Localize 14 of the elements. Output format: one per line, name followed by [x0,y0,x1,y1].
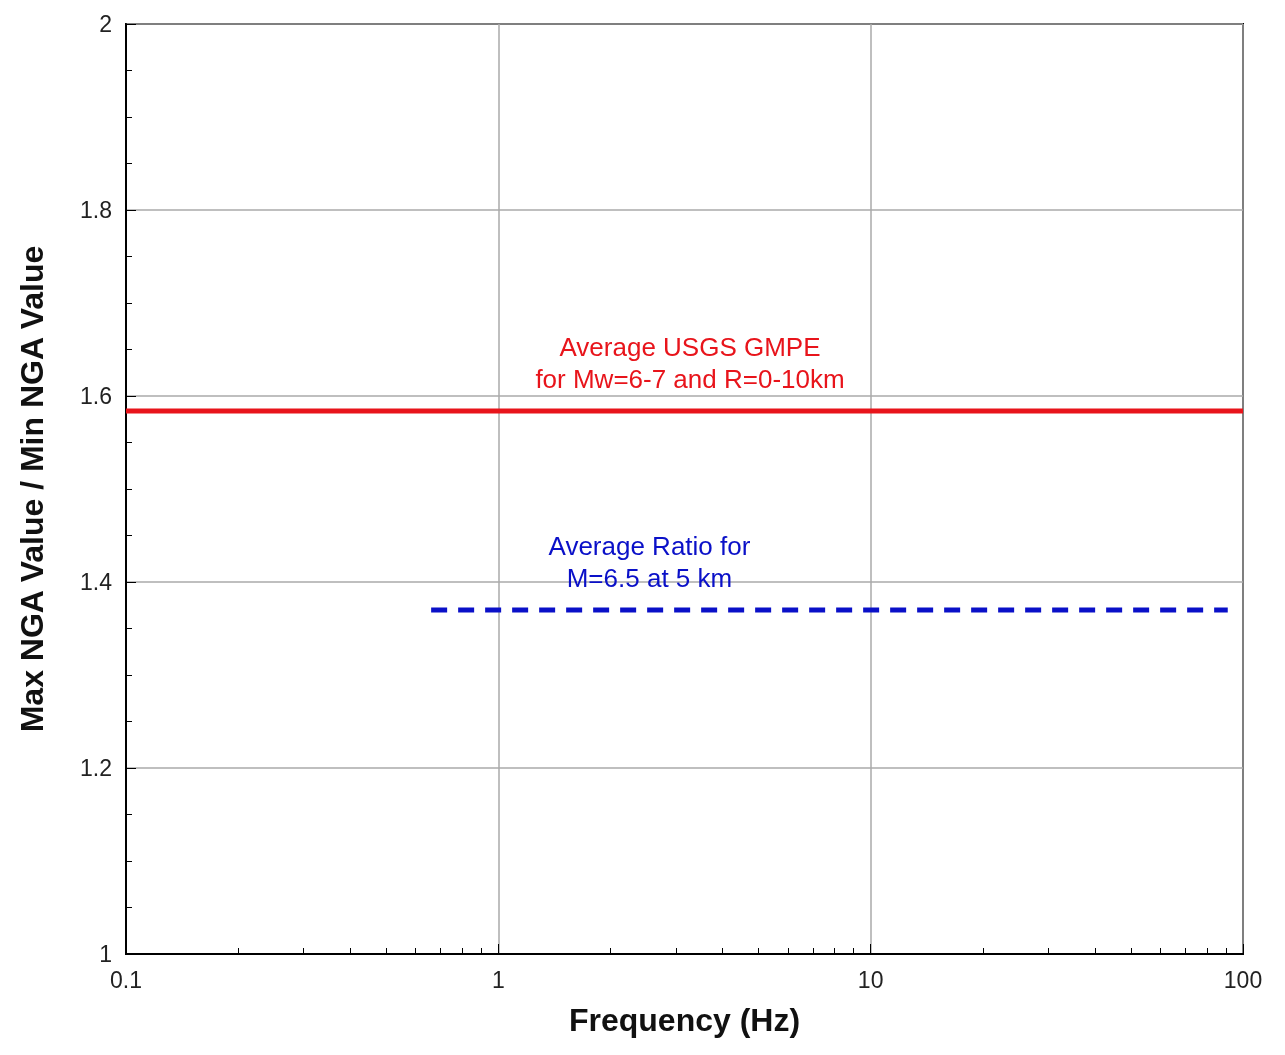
y-tick-label: 1.6 [80,383,112,409]
x-axis-title: Frequency (Hz) [568,1002,801,1038]
y-tick-label: 1 [99,941,112,967]
x-tick-label: 10 [857,966,884,993]
y-axis-title: Max NGA Value / Min NGA Value [14,245,50,733]
y-tick-label: 1.8 [80,197,112,223]
y-tick-label: 1.4 [80,569,113,595]
y-tick-label: 2 [99,11,112,37]
x-tick-label: 1 [491,966,505,993]
y-tick-label: 1.2 [80,755,112,781]
series-label: Average Ratio for M=6.5 at 5 km [548,530,751,593]
series-label: Average USGS GMPE for Mw=6-7 and R=0-10km [535,331,845,394]
x-tick-label: 100 [1223,966,1263,993]
x-tick-label: 0.1 [110,966,142,993]
